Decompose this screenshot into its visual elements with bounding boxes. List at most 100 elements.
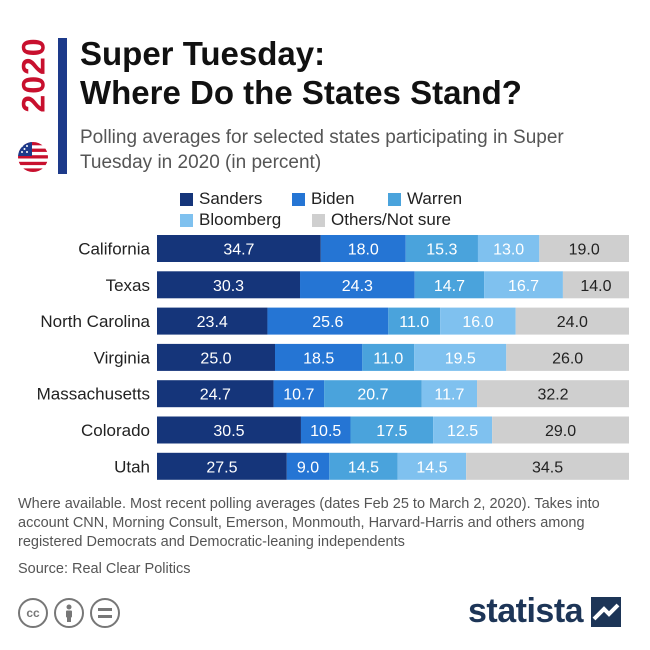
bar-segment xyxy=(273,380,325,408)
data-label: 18.5 xyxy=(303,350,334,367)
legend-label: Warren xyxy=(407,189,463,208)
data-label: 16.0 xyxy=(462,314,493,331)
legend-swatch xyxy=(292,192,305,206)
bar-segment xyxy=(157,343,275,371)
bar-segment xyxy=(362,343,415,371)
bar-segment xyxy=(300,271,415,299)
subtitle: Polling averages for selected states par… xyxy=(80,127,564,173)
bar-segment xyxy=(275,343,363,371)
data-label: 15.3 xyxy=(426,242,457,259)
bar-segment xyxy=(350,416,434,444)
bar-segment xyxy=(414,271,485,299)
data-label: 11.7 xyxy=(434,387,464,404)
data-label: 19.5 xyxy=(445,350,476,367)
legend-item-bloomberg: Bloomberg xyxy=(180,210,281,230)
bar-segment xyxy=(414,343,507,371)
data-label: 26.0 xyxy=(552,350,583,367)
data-label: 9.0 xyxy=(297,459,319,476)
data-label: 14.5 xyxy=(416,459,447,476)
bar-segment xyxy=(405,235,478,262)
bar-segment xyxy=(562,271,629,299)
bar-segment xyxy=(440,307,516,335)
bar-segment xyxy=(300,416,351,444)
footer-note: Where available. Most recent polling ave… xyxy=(18,496,600,550)
title-line-2: Where Do the States Stand? xyxy=(80,74,522,111)
bar-segment xyxy=(433,416,493,444)
data-label: 18.0 xyxy=(348,242,379,259)
data-label: 11.0 xyxy=(399,314,429,331)
bar-segment xyxy=(320,235,406,262)
bar-segment xyxy=(515,307,629,335)
legend-item-warren: Warren xyxy=(388,189,462,209)
bar-segment xyxy=(397,452,467,480)
accent-bar xyxy=(58,38,67,174)
bar-segment xyxy=(466,452,629,480)
data-label: 24.3 xyxy=(342,278,373,295)
legend-label: Others/Not sure xyxy=(331,210,451,229)
legend-item-others: Others/Not sure xyxy=(312,210,451,230)
data-label: 24.0 xyxy=(557,314,588,331)
nd-icon xyxy=(90,598,120,628)
data-label: 34.7 xyxy=(223,242,254,259)
legend-label: Bloomberg xyxy=(199,210,282,229)
bar-segment xyxy=(157,380,274,408)
bar-segment xyxy=(157,452,287,480)
bar-segment xyxy=(484,271,563,299)
bar-segment xyxy=(267,307,389,335)
bar-segment xyxy=(329,452,398,480)
brand-name: statista xyxy=(468,592,584,630)
data-label: 32.2 xyxy=(537,387,568,404)
stacked-bar-chart: California 34.7 18.0 15.3 13.0 19.0 Texas 30.3 2… xyxy=(37,235,629,480)
data-label: 25.0 xyxy=(200,350,231,367)
data-label: 12.5 xyxy=(447,423,478,440)
bar-segment xyxy=(492,416,629,444)
legend-label: Sanders xyxy=(199,189,263,208)
title-line-1: Super Tuesday: xyxy=(80,35,326,72)
bar-segment xyxy=(324,380,422,408)
year-label: 2020 xyxy=(15,37,52,113)
legend-swatch xyxy=(180,213,193,227)
data-label: 14.0 xyxy=(580,278,611,295)
us-flag-icon xyxy=(18,142,48,172)
data-label: 14.7 xyxy=(434,278,465,295)
data-label: 29.0 xyxy=(545,423,576,440)
category-label: California xyxy=(78,240,150,259)
data-label: 23.4 xyxy=(197,314,228,331)
license-icons: cc xyxy=(18,598,120,628)
by-icon xyxy=(54,598,84,628)
data-label: 17.5 xyxy=(376,423,407,440)
statista-logo-icon xyxy=(591,596,622,627)
data-label: 14.5 xyxy=(348,459,379,476)
category-label: Utah xyxy=(114,457,150,476)
statista-logo: statista xyxy=(468,592,622,631)
legend-swatch xyxy=(180,192,193,206)
legend-swatch xyxy=(312,213,325,227)
bar-segment xyxy=(421,380,478,408)
legend-label: Biden xyxy=(311,189,355,208)
data-label: 30.5 xyxy=(213,423,244,440)
bar-segment xyxy=(506,343,629,371)
data-label: 10.7 xyxy=(283,387,314,404)
bar-segment xyxy=(157,307,268,335)
category-label: Texas xyxy=(106,276,150,295)
bar-segment xyxy=(477,235,540,262)
data-label: 34.5 xyxy=(532,459,563,476)
category-label: Virginia xyxy=(94,348,151,367)
page-title: Super Tuesday: Where Do the States Stand… xyxy=(80,34,640,112)
bar-segment xyxy=(539,235,629,262)
data-label: 13.0 xyxy=(493,242,524,259)
category-label: North Carolina xyxy=(40,312,150,331)
data-label: 19.0 xyxy=(569,242,600,259)
category-label: Colorado xyxy=(81,421,150,440)
category-label: Massachusetts xyxy=(37,385,150,404)
data-label: 30.3 xyxy=(213,278,244,295)
legend-item-biden: Biden xyxy=(292,189,354,209)
source-note: Source: Real Clear Politics xyxy=(18,561,191,577)
data-label: 24.7 xyxy=(200,387,231,404)
data-label: 10.5 xyxy=(310,423,341,440)
bar-segment xyxy=(157,416,301,444)
bar-segment xyxy=(286,452,330,480)
data-label: 27.5 xyxy=(206,459,237,476)
legend-item-sanders: Sanders xyxy=(180,189,262,209)
bar-segment xyxy=(157,235,321,262)
